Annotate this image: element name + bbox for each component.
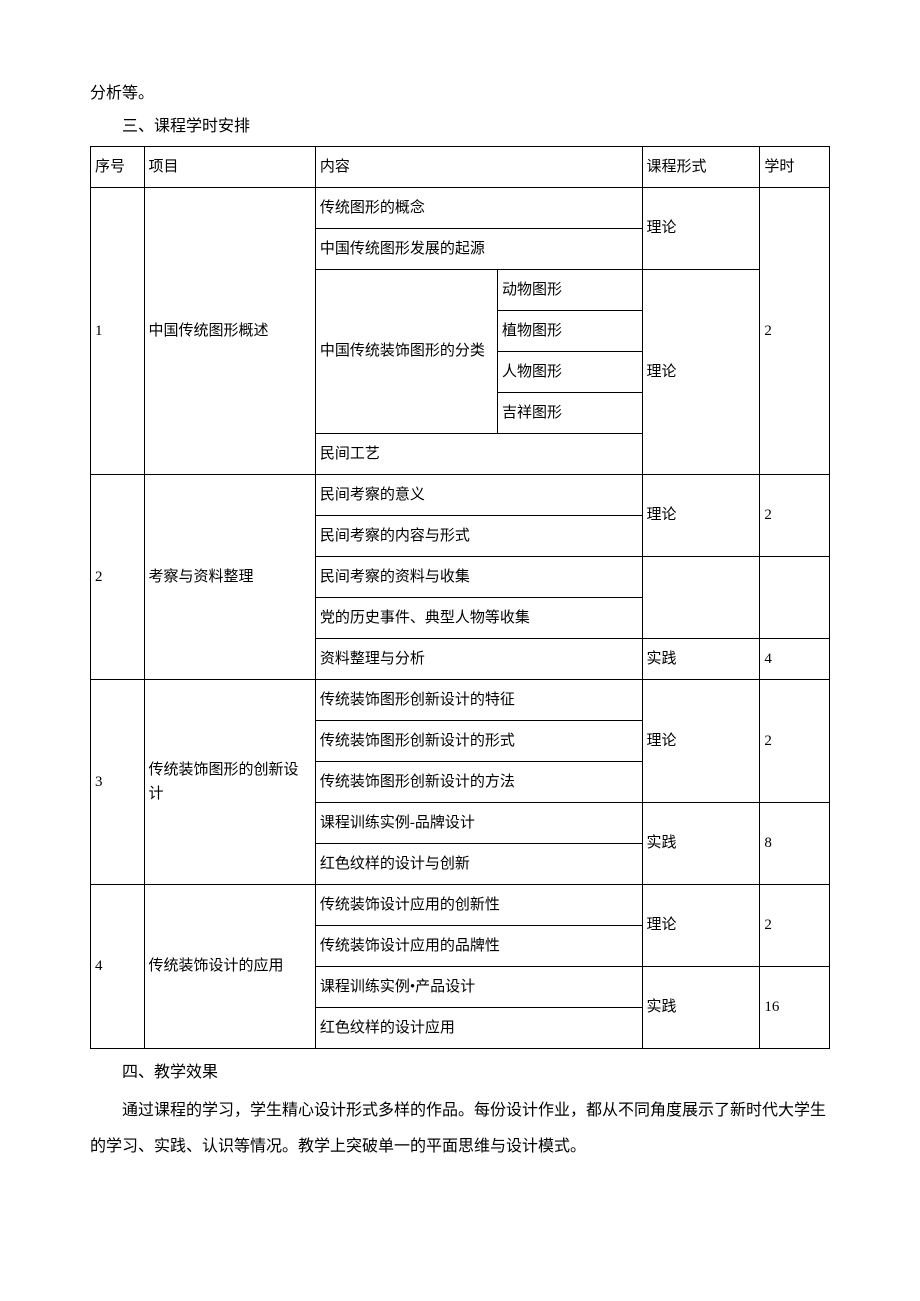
cell-content-sub: 动物图形 (497, 269, 642, 310)
cell-seq: 1 (91, 187, 145, 474)
schedule-table: 序号 项目 内容 课程形式 学时 1 中国传统图形概述 传统图形的概念 理论 2… (90, 146, 830, 1049)
cell-hours: 2 (760, 474, 830, 556)
cell-form: 实践 (642, 802, 760, 884)
cell-content: 传统装饰设计应用的品牌性 (315, 925, 642, 966)
table-row: 3 传统装饰图形的创新设计 传统装饰图形创新设计的特征 理论 2 (91, 679, 830, 720)
cell-content: 课程训练实例•产品设计 (315, 966, 642, 1007)
th-hours: 学时 (760, 146, 830, 187)
th-seq: 序号 (91, 146, 145, 187)
cell-hours: 8 (760, 802, 830, 884)
cell-content: 课程训练实例-品牌设计 (315, 802, 642, 843)
cell-seq: 3 (91, 679, 145, 884)
pre-text: 分析等。 (90, 80, 830, 109)
cell-seq: 2 (91, 474, 145, 679)
cell-proj: 考察与资料整理 (144, 474, 315, 679)
cell-content: 党的历史事件、典型人物等收集 (315, 597, 642, 638)
cell-content: 传统装饰图形创新设计的方法 (315, 761, 642, 802)
cell-content: 民间考察的内容与形式 (315, 515, 642, 556)
cell-content: 传统图形的概念 (315, 187, 642, 228)
cell-hours: 2 (760, 679, 830, 802)
table-row: 2 考察与资料整理 民间考察的意义 理论 2 (91, 474, 830, 515)
section-3-title: 三、课程学时安排 (90, 113, 830, 142)
cell-hours: 2 (760, 884, 830, 966)
cell-content: 资料整理与分析 (315, 638, 642, 679)
cell-hours: 4 (760, 638, 830, 679)
cell-content: 红色纹样的设计应用 (315, 1007, 642, 1048)
cell-content: 民间工艺 (315, 433, 642, 474)
cell-form: 理论 (642, 474, 760, 556)
table-header-row: 序号 项目 内容 课程形式 学时 (91, 146, 830, 187)
section-4-title: 四、教学效果 (90, 1059, 830, 1088)
cell-form-empty (642, 556, 760, 638)
cell-seq: 4 (91, 884, 145, 1048)
cell-content-sub: 植物图形 (497, 310, 642, 351)
cell-hours-empty (760, 556, 830, 638)
cell-form: 理论 (642, 269, 760, 474)
cell-content-sub: 吉祥图形 (497, 392, 642, 433)
th-form: 课程形式 (642, 146, 760, 187)
cell-hours: 16 (760, 966, 830, 1048)
table-row: 4 传统装饰设计的应用 传统装饰设计应用的创新性 理论 2 (91, 884, 830, 925)
cell-content: 中国传统图形发展的起源 (315, 228, 642, 269)
cell-content: 传统装饰图形创新设计的特征 (315, 679, 642, 720)
cell-form: 理论 (642, 884, 760, 966)
cell-content: 传统装饰设计应用的创新性 (315, 884, 642, 925)
cell-form: 实践 (642, 966, 760, 1048)
cell-proj: 传统装饰设计的应用 (144, 884, 315, 1048)
th-proj: 项目 (144, 146, 315, 187)
cell-proj: 传统装饰图形的创新设计 (144, 679, 315, 884)
cell-form: 理论 (642, 679, 760, 802)
cell-content: 民间考察的资料与收集 (315, 556, 642, 597)
cell-content: 中国传统装饰图形的分类 (315, 269, 497, 433)
cell-form: 实践 (642, 638, 760, 679)
table-row: 1 中国传统图形概述 传统图形的概念 理论 2 (91, 187, 830, 228)
cell-content-sub: 人物图形 (497, 351, 642, 392)
cell-content: 红色纹样的设计与创新 (315, 843, 642, 884)
th-content: 内容 (315, 146, 642, 187)
cell-content: 民间考察的意义 (315, 474, 642, 515)
cell-content: 传统装饰图形创新设计的形式 (315, 720, 642, 761)
cell-hours: 2 (760, 187, 830, 474)
cell-proj: 中国传统图形概述 (144, 187, 315, 474)
cell-form: 理论 (642, 187, 760, 269)
footer-paragraph: 通过课程的学习，学生精心设计形式多样的作品。每份设计作业，都从不同角度展示了新时… (90, 1093, 830, 1163)
